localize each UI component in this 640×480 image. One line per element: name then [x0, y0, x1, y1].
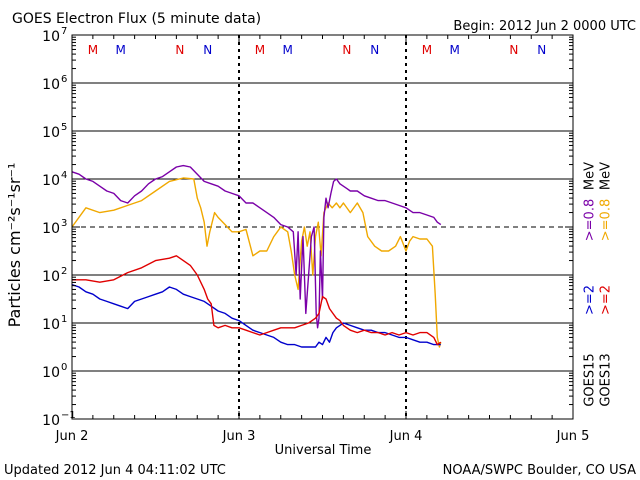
y-tick-exponent: 4: [61, 170, 67, 181]
y-tick-base: 10: [42, 317, 60, 333]
y-axis-label: Particles cm⁻²s⁻¹sr⁻¹: [5, 163, 24, 328]
y-tick-label: 10 3: [42, 218, 67, 237]
series-line: [72, 255, 442, 346]
y-tick-label: 10 5: [42, 122, 67, 141]
series-line: [71, 283, 441, 348]
x-tick-label: Jun 2: [55, 429, 89, 444]
y-tick-label: 10 1: [42, 314, 67, 333]
y-tick-exponent: 3: [61, 218, 67, 229]
y-tick-label: 10 4: [42, 170, 67, 189]
y-tick-label: 10 7: [42, 26, 67, 45]
y-tick-base: 10: [42, 77, 60, 93]
marker-n: N: [203, 43, 212, 57]
y-tick-label: 10 2: [42, 266, 67, 285]
marker-n: N: [175, 43, 184, 57]
x-tick-label: Jun 5: [556, 429, 590, 444]
updated-timestamp: Updated 2012 Jun 4 04:11:02 UTC: [4, 463, 226, 478]
series-line: [71, 177, 442, 348]
credit-label: NOAA/SWPC Boulder, CO USA: [443, 463, 636, 478]
legend-entry: GOES13: [599, 353, 614, 406]
y-tick-exponent: 5: [61, 122, 67, 133]
marker-m: M: [255, 43, 265, 57]
y-tick-exponent: 6: [61, 74, 67, 85]
marker-m: M: [283, 43, 293, 57]
begin-date-label: Begin: 2012 Jun 2 0000 UTC: [453, 19, 636, 34]
y-tick-exponent: 0: [61, 362, 67, 373]
day-boundaries: [238, 35, 407, 419]
y-tick-exponent: 1: [61, 314, 67, 325]
marker-m: M: [450, 43, 460, 57]
chart-title: GOES Electron Flux (5 minute data): [12, 11, 261, 27]
legend-entry: >=0.8: [583, 199, 598, 241]
y-tick-exponent: 2: [61, 266, 67, 277]
legend-entry: GOES15: [583, 353, 598, 406]
legend-entry: >=2: [583, 285, 598, 315]
legend-entry: >=2: [599, 285, 614, 315]
marker-m: M: [422, 43, 432, 57]
y-tick-base: 10: [42, 413, 60, 429]
marker-n: N: [537, 43, 546, 57]
y-tick-base: 10: [42, 221, 60, 237]
marker-m: M: [88, 43, 98, 57]
marker-m: M: [116, 43, 126, 57]
y-tick-label: 10 −1: [42, 410, 76, 429]
y-tick-label: 10 6: [42, 74, 67, 93]
marker-n: N: [509, 43, 518, 57]
x-axis-label: Universal Time: [275, 443, 372, 458]
series-line: [71, 164, 442, 329]
y-tick-base: 10: [42, 173, 60, 189]
marker-n: N: [342, 43, 351, 57]
x-tick-label: Jun 3: [222, 429, 256, 444]
legend-entry: MeV: [599, 162, 614, 190]
y-tick-base: 10: [42, 29, 60, 45]
y-tick-base: 10: [42, 269, 60, 285]
y-tick-exponent: 7: [61, 26, 67, 37]
data-series: [71, 164, 442, 348]
axis-ticks: [71, 35, 574, 420]
legend-entry: MeV: [583, 162, 598, 190]
y-tick-base: 10: [42, 365, 60, 381]
x-tick-label: Jun 4: [389, 429, 423, 444]
y-tick-label: 10 0: [42, 362, 67, 381]
y-tick-base: 10: [42, 125, 60, 141]
y-tick-exponent: −1: [61, 410, 76, 421]
marker-n: N: [370, 43, 379, 57]
x-tick-labels: Jun 2 Jun 3 Jun 4 Jun 5: [55, 429, 590, 444]
legend-entry: >=0.8: [599, 199, 614, 241]
